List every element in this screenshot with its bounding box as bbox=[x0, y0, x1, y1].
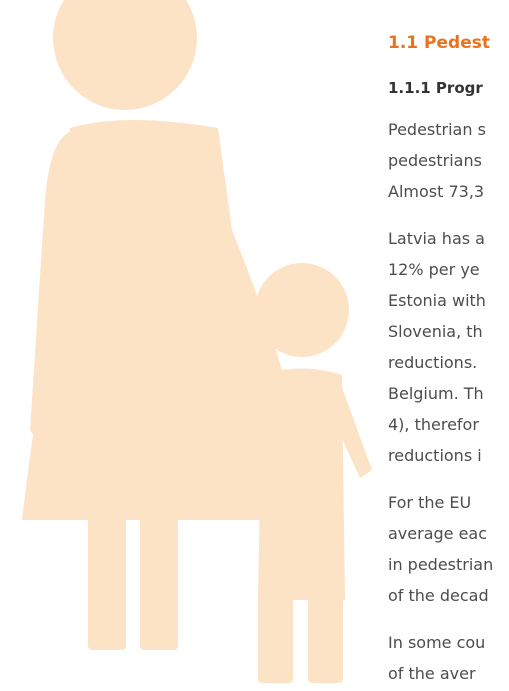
paragraph-line: reductions. bbox=[388, 353, 478, 372]
paragraph-line: Latvia has a bbox=[388, 229, 485, 248]
paragraph-line: Almost 73,3 bbox=[388, 182, 485, 201]
section-heading: 1.1 Pedest bbox=[388, 33, 490, 53]
paragraph-line: in pedestrian bbox=[388, 555, 494, 574]
woman-head bbox=[53, 0, 197, 110]
subsection-heading: 1.1.1 Progr bbox=[388, 79, 483, 97]
paragraph-line: of the aver bbox=[388, 664, 476, 683]
child-leg bbox=[308, 595, 343, 683]
child-body bbox=[258, 368, 345, 600]
text-column: 1.1 Pedest 1.1.1 Progr Pedestrian s pedestr… bbox=[388, 0, 509, 691]
paragraph-line: For the EU bbox=[388, 493, 472, 512]
paragraph-line: In some cou bbox=[388, 633, 486, 652]
woman-arm-right bbox=[200, 140, 250, 372]
paragraph-line: Slovenia, th bbox=[388, 322, 483, 341]
woman-arm bbox=[30, 132, 70, 439]
paragraph-line: Estonia with bbox=[388, 291, 486, 310]
paragraph-line: Belgium. Th bbox=[388, 384, 484, 403]
woman-leg bbox=[140, 515, 178, 650]
woman-dress bbox=[22, 120, 318, 520]
paragraph-line: Pedestrian s bbox=[388, 120, 486, 139]
woman-leg bbox=[88, 515, 126, 650]
paragraph-line: average eac bbox=[388, 524, 488, 543]
paragraph-line: 12% per ye bbox=[388, 260, 480, 279]
child-head bbox=[255, 263, 349, 357]
child-arm bbox=[231, 356, 265, 410]
paragraph-line: pedestrians bbox=[388, 151, 482, 170]
paragraph-line: 4), therefor bbox=[388, 415, 479, 434]
child-arm-right bbox=[338, 382, 372, 478]
child-leg bbox=[258, 595, 293, 683]
paragraph-line: reductions i bbox=[388, 446, 482, 465]
paragraph-line: of the decad bbox=[388, 586, 489, 605]
